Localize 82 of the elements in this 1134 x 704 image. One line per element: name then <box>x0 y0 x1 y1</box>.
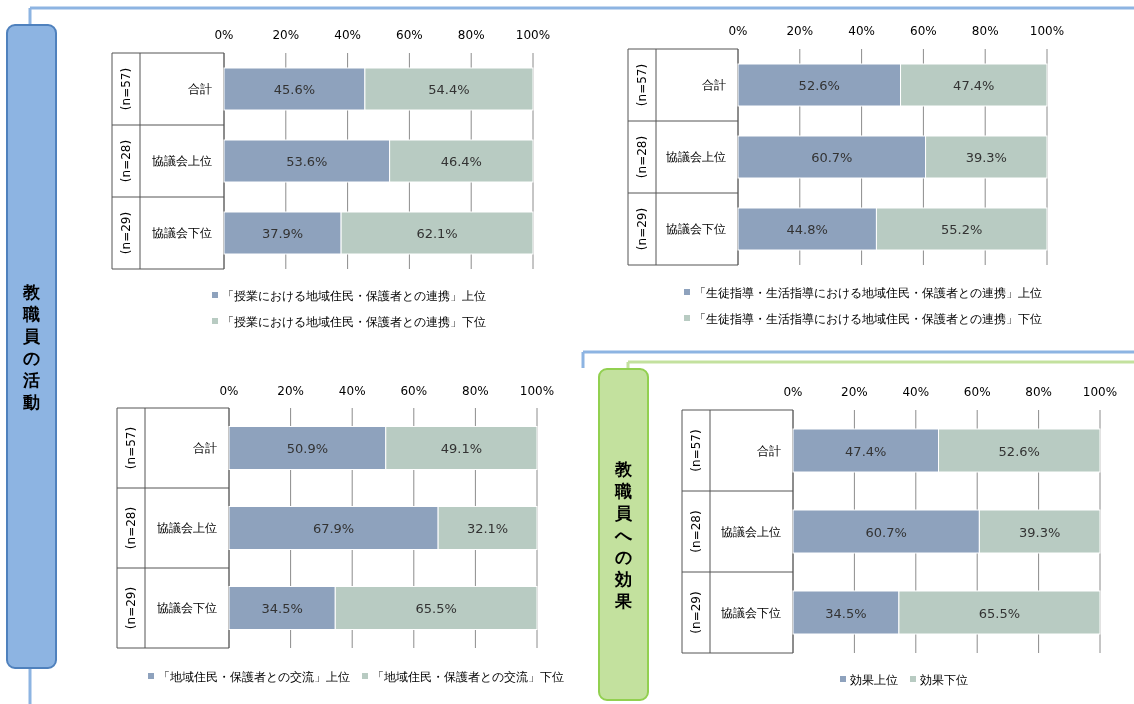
x-tick-label: 20% <box>277 384 304 398</box>
x-tick-label: 80% <box>462 384 489 398</box>
data-label: 53.6% <box>286 154 328 169</box>
legend-label: 「生徒指導・生活指導における地域住民・保護者との連携」下位 <box>694 312 1042 326</box>
y-tick-label: 協議会上位 <box>721 524 781 539</box>
legend-label: 「地域住民・保護者との交流」下位 <box>372 670 564 684</box>
data-label: 55.2% <box>941 222 983 237</box>
y-tick-label: 協議会下位 <box>666 222 726 236</box>
legend-label: 「授業における地域住民・保護者との連携」下位 <box>222 315 486 329</box>
data-label: 54.4% <box>428 82 470 97</box>
data-label: 39.3% <box>1019 524 1061 540</box>
y2-tick-label: (n=29) <box>689 591 703 634</box>
x-tick-label: 20% <box>841 385 868 399</box>
y-tick-label: 協議会下位 <box>157 601 217 615</box>
y-tick-label: 協議会上位 <box>666 150 726 164</box>
y2-tick-label: (n=57) <box>635 63 649 107</box>
y-tick-label: 協議会下位 <box>721 605 781 620</box>
data-label: 45.6% <box>273 82 316 97</box>
y-tick-label: 合計 <box>193 441 217 455</box>
x-tick-label: 20% <box>272 28 300 42</box>
x-tick-label: 60% <box>400 384 428 398</box>
y2-tick-label: (n=28) <box>635 135 649 179</box>
y2-tick-label: (n=29) <box>635 207 649 251</box>
x-tick-label: 0% <box>783 385 803 399</box>
data-label: 52.6% <box>798 78 840 93</box>
text: 教職員の活動 <box>22 281 41 412</box>
x-tick-label: 80% <box>457 28 485 42</box>
y2-tick-label: (n=28) <box>689 510 703 553</box>
y2-tick-label: (n=29) <box>119 211 133 255</box>
y2-tick-label: (n=28) <box>124 506 138 550</box>
x-tick-label: 100% <box>1029 24 1065 38</box>
data-label: 60.7% <box>811 150 853 165</box>
x-tick-label: 40% <box>848 24 875 38</box>
y-tick-label: 協議会上位 <box>152 154 212 168</box>
data-label: 44.8% <box>786 222 828 237</box>
x-tick-label: 0% <box>214 28 234 42</box>
y2-tick-label: (n=57) <box>119 67 133 111</box>
legend-label: 効果上位 <box>850 673 898 687</box>
x-tick-label: 100% <box>515 28 551 42</box>
data-label: 60.7% <box>865 524 907 540</box>
data-label: 34.5% <box>261 601 303 616</box>
legend-label: 「生徒指導・生活指導における地域住民・保護者との連携」上位 <box>694 286 1042 300</box>
y-tick-label: 協議会下位 <box>152 226 212 240</box>
x-tick-label: 0% <box>219 384 239 398</box>
y2-tick-label: (n=29) <box>124 586 138 630</box>
data-label: 52.6% <box>998 443 1040 459</box>
data-label: 47.4% <box>953 78 995 93</box>
legend-label: 「授業における地域住民・保護者との連携」上位 <box>222 289 486 303</box>
data-label: 46.4% <box>440 154 482 169</box>
data-label: 49.1% <box>440 441 483 456</box>
data-label: 67.9% <box>312 521 355 536</box>
data-label: 39.3% <box>965 150 1007 165</box>
x-tick-label: 100% <box>519 384 555 398</box>
x-tick-label: 80% <box>971 24 999 38</box>
data-label: 50.9% <box>286 441 329 456</box>
x-tick-label: 40% <box>902 385 930 399</box>
data-label: 47.4% <box>845 443 887 459</box>
x-tick-label: 0% <box>728 24 748 38</box>
data-label: 65.5% <box>978 605 1021 621</box>
y2-tick-label: (n=28) <box>119 139 133 183</box>
y-tick-label: 合計 <box>757 443 781 458</box>
y2-tick-label: (n=57) <box>124 426 138 470</box>
data-label: 37.9% <box>261 226 304 241</box>
data-label: 34.5% <box>825 605 867 621</box>
x-tick-label: 80% <box>1025 385 1052 399</box>
x-tick-label: 100% <box>1082 385 1118 399</box>
x-tick-label: 60% <box>963 385 991 399</box>
y2-tick-label: (n=57) <box>689 429 703 472</box>
x-tick-label: 40% <box>334 28 361 42</box>
legend-label: 「地域住民・保護者との交流」上位 <box>158 670 350 684</box>
x-tick-label: 40% <box>338 384 366 398</box>
x-tick-label: 20% <box>786 24 814 38</box>
y-tick-label: 合計 <box>188 82 212 96</box>
data-label: 62.1% <box>416 226 458 241</box>
x-tick-label: 60% <box>396 28 423 42</box>
y-tick-label: 合計 <box>702 78 726 92</box>
text: 教職員への効果 <box>614 458 633 611</box>
data-label: 32.1% <box>466 521 509 536</box>
x-tick-label: 60% <box>910 24 937 38</box>
y-tick-label: 協議会上位 <box>157 521 217 535</box>
data-label: 65.5% <box>415 601 457 616</box>
legend-label: 効果下位 <box>920 673 968 687</box>
